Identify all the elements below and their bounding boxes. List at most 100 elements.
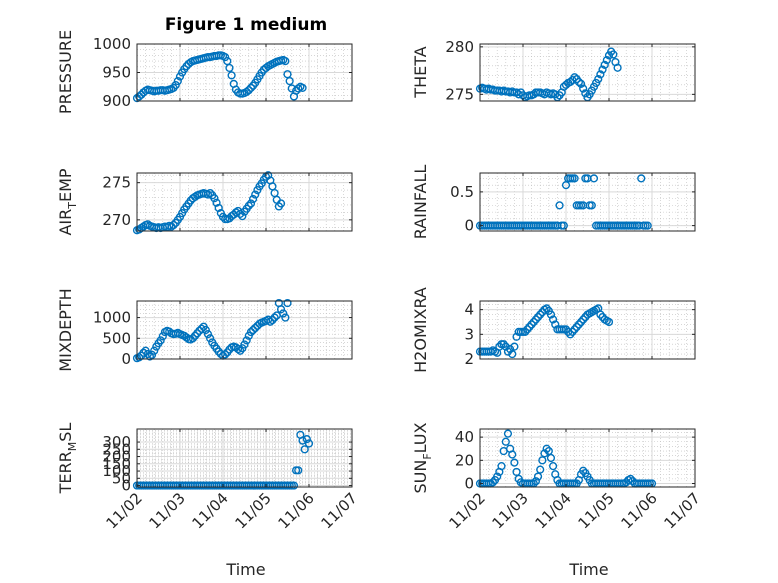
y-tick-label: 0 (464, 475, 474, 493)
y-axis-label-part: TERR (56, 451, 75, 494)
y-tick-label: 0 (121, 350, 131, 368)
data-point (570, 325, 579, 334)
data-point (533, 312, 543, 322)
data-point (548, 315, 558, 324)
y-axis-label: AIRTEMP (56, 168, 79, 235)
data-point (190, 331, 200, 340)
y-tick-label: 500 (102, 329, 131, 347)
y-axis-label: TERRMSL (56, 423, 79, 495)
data-point (268, 315, 277, 325)
data-point (246, 199, 256, 208)
data-point (512, 467, 521, 477)
data-point (246, 327, 256, 337)
data-point (206, 334, 215, 343)
axes-frame (479, 428, 696, 488)
y-tick-label: 280 (445, 38, 474, 56)
y-tick-label: 40 (455, 428, 474, 446)
data-point (147, 350, 157, 359)
data-point (249, 325, 258, 335)
axes-frame (136, 300, 353, 360)
data-point (281, 313, 290, 322)
data-point (158, 332, 167, 341)
y-axis-label: SUNFLUX (411, 422, 434, 493)
y-tick-label: 300 (102, 433, 131, 451)
data-point (169, 220, 178, 230)
data-point (594, 75, 603, 84)
data-point (285, 76, 294, 86)
data-point (559, 221, 568, 230)
y-axis-label-part: EMP (56, 168, 75, 202)
data-point (579, 466, 588, 475)
x-tick-label: 11/07 (318, 489, 361, 532)
data-point (225, 63, 234, 73)
data-point (600, 60, 609, 70)
data-point (551, 320, 560, 329)
data-point (506, 345, 515, 354)
y-tick-label: 250 (102, 440, 131, 458)
data-point (497, 462, 506, 471)
data-point (570, 73, 579, 82)
data-point (598, 65, 607, 74)
data-point (576, 79, 586, 89)
y-tick-label: 4 (464, 301, 474, 319)
data-point (300, 445, 309, 454)
data-point (221, 53, 230, 62)
data-point (503, 429, 513, 438)
data-point (242, 336, 251, 345)
data-point (281, 56, 290, 66)
data-point (193, 329, 202, 338)
y-tick-label: 275 (445, 85, 474, 103)
y-tick-label: 3 (464, 325, 474, 343)
data-point (212, 198, 221, 207)
subplot-rainfall: 0 0.5 RAINFALL (411, 165, 696, 239)
axes-frame (479, 172, 696, 232)
data-point (589, 174, 599, 183)
data-point (298, 436, 307, 445)
data-point (533, 472, 543, 481)
y-tick-label: 1000 (93, 35, 131, 53)
data-point (523, 325, 532, 334)
y-tick-label: 0 (464, 217, 474, 235)
y-tick-label: 1000 (93, 309, 131, 327)
x-tick-label: 11/03 (489, 489, 532, 532)
y-axis-label-part: SUN (411, 460, 430, 494)
data-point (570, 174, 579, 183)
data-point (527, 320, 536, 329)
data-point (501, 437, 510, 446)
data-point (546, 310, 556, 319)
data-point (203, 330, 213, 339)
data-point (542, 304, 551, 313)
subplot-h2omixra: 2 3 4 H2OMIXRA (411, 287, 696, 373)
data-point (289, 481, 299, 490)
y-tick-label: 100 (102, 462, 131, 480)
y-tick-label: 200 (102, 448, 131, 466)
data-point (236, 209, 245, 218)
y-tick-label: 950 (102, 64, 131, 82)
x-axis-label-right: Time (568, 560, 608, 579)
data-point (609, 50, 618, 59)
y-axis-label: THETA (411, 46, 430, 98)
data-point (294, 84, 303, 93)
data-point (536, 310, 545, 319)
data-point (135, 353, 144, 362)
data-point (227, 71, 236, 80)
y-tick-label: 0 (121, 477, 131, 495)
axes-frame (136, 172, 353, 232)
data-point (251, 323, 260, 333)
subplot-air_temp: 270 275 AIRTEMP (56, 168, 353, 236)
data-point (501, 342, 510, 351)
axes-frame (136, 428, 353, 488)
data-point (304, 439, 314, 448)
data-point (514, 90, 523, 99)
data-point (201, 325, 210, 335)
y-axis-label-part: AIR (56, 209, 75, 236)
data-point (302, 435, 311, 444)
y-tick-label: 50 (112, 469, 131, 487)
data-point (264, 171, 273, 180)
data-point (236, 346, 245, 355)
y-tick-label: 900 (102, 92, 131, 110)
data-point (579, 84, 588, 93)
y-axis-label-part: LUX (411, 422, 430, 453)
data-point (544, 446, 553, 456)
data-point (175, 72, 185, 81)
